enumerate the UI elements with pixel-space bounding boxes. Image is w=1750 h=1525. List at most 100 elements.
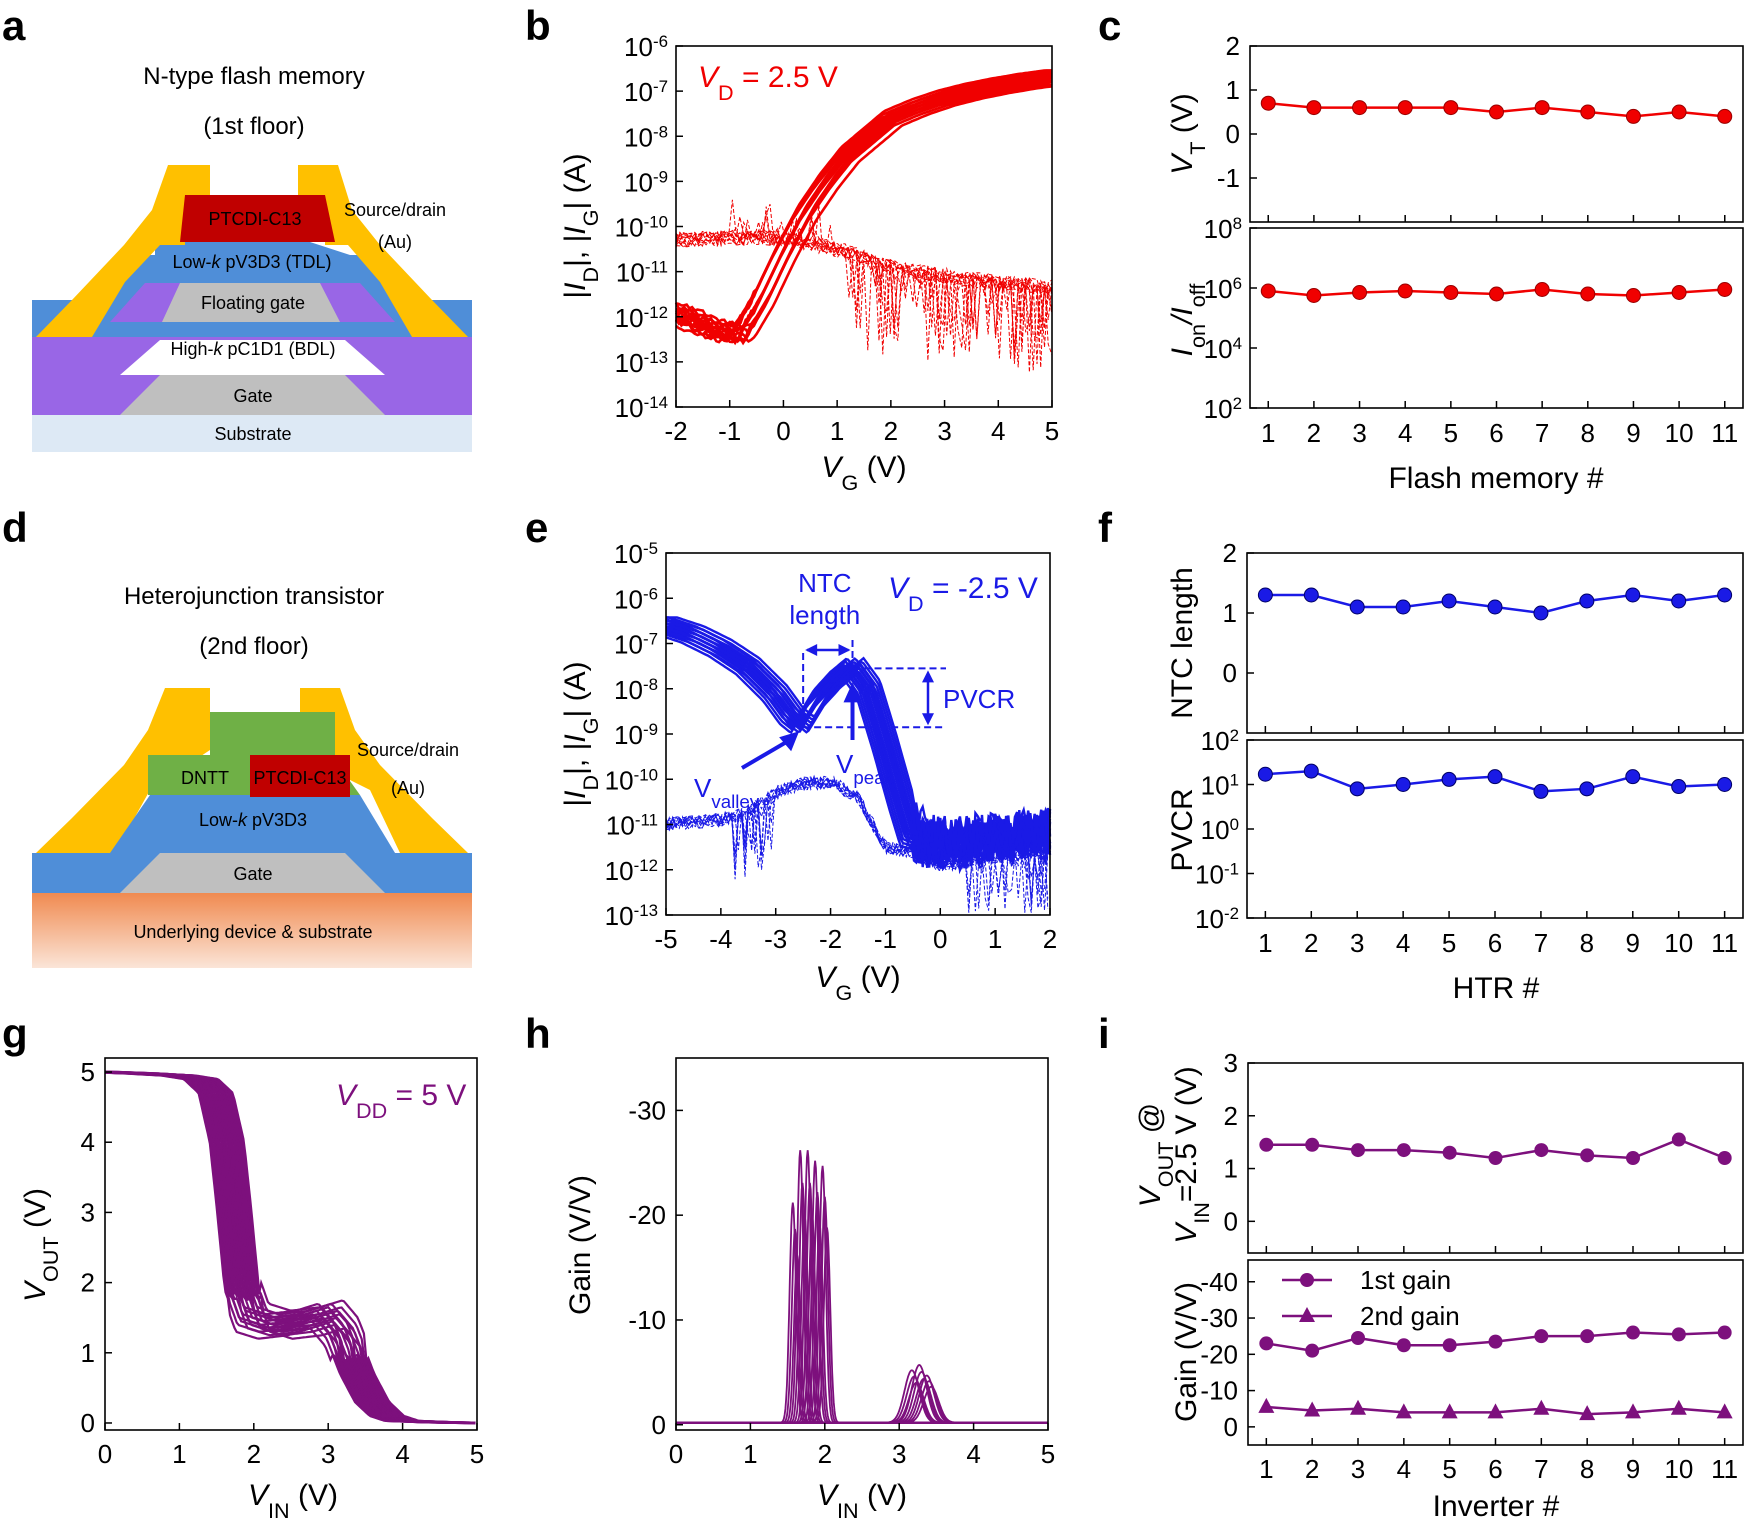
ntc-label-line1: NTC — [798, 568, 851, 598]
y-tick-label: 3 — [81, 1197, 95, 1227]
onoff-point — [1534, 282, 1550, 297]
vt-point — [1534, 100, 1550, 116]
x-tick-label: 2 — [818, 1439, 832, 1469]
y-tick-label: -20 — [1200, 1339, 1238, 1369]
y-tick-label: 10-7 — [614, 629, 658, 660]
y-tick-label: 1 — [1226, 75, 1240, 105]
ntc-arrowhead-right — [838, 644, 851, 656]
x-tick-label: 7 — [1534, 1454, 1548, 1484]
gain1-point — [1351, 1330, 1365, 1345]
y-tick-label: 4 — [81, 1127, 95, 1157]
vout-curve — [104, 1071, 476, 1425]
x-tick-label: 6 — [1489, 418, 1503, 448]
gate-current-curve — [665, 775, 1049, 913]
vout-curve — [104, 1071, 476, 1425]
gain-curve — [676, 1375, 1048, 1424]
gain2-point — [1579, 1405, 1596, 1421]
y-tick-label: 100 — [1201, 815, 1239, 846]
y-tick-label: 102 — [1204, 394, 1242, 425]
y-tick-label: 0 — [1224, 1412, 1238, 1442]
vout-point — [1626, 1151, 1640, 1165]
y-tick-label: 10-11 — [616, 257, 668, 288]
y-tick-label: 0 — [81, 1408, 95, 1438]
gain-curve — [676, 1380, 1048, 1424]
x-tick-label: 0 — [98, 1439, 112, 1469]
y-tick-label: 104 — [1204, 334, 1242, 365]
pvcr-label: PVCR — [943, 684, 1015, 714]
y-tick-label: 10-11 — [606, 810, 658, 841]
x-tick-label: 5 — [1442, 928, 1456, 958]
pvcr-point — [1625, 769, 1641, 785]
source-drain-label: Source/drain — [344, 200, 446, 220]
x-tick-label: 9 — [1626, 418, 1640, 448]
dntt-label: DNTT — [181, 768, 229, 788]
chart-b: -2 -1 0 1 2 3 4 5 10-14 10-13 10-12 10-11 10-10 10-9 1… — [559, 32, 1059, 495]
x-tick-label: 5 — [1041, 1439, 1055, 1469]
vdd-annotation: VDD = 5 V — [336, 1079, 466, 1123]
drain-current-curve — [666, 616, 1052, 856]
vt-point — [1671, 104, 1687, 120]
gain-curve — [676, 1160, 1048, 1424]
vout-point — [1671, 1132, 1686, 1147]
vout-point — [1580, 1148, 1595, 1163]
drain-current-curve — [666, 619, 1052, 858]
source-electrode — [36, 165, 210, 337]
gain-axis-title: Gain (V/V) — [1170, 1282, 1203, 1422]
gate-current-curve — [675, 204, 1053, 351]
plot-frame — [675, 1057, 1049, 1431]
gain-curve — [676, 1223, 1048, 1424]
vt-axis-title: VT (V) — [1166, 93, 1210, 175]
y-tick-label: 101 — [1201, 770, 1239, 801]
pvcr-point — [1487, 769, 1503, 785]
drain-current-curve — [675, 70, 1053, 329]
y-tick-label: 2 — [1224, 1101, 1238, 1131]
gain2-point — [1395, 1403, 1412, 1419]
panel-label-a: a — [2, 2, 26, 49]
x-tick-label: 2 — [1307, 418, 1321, 448]
ntc-point — [1533, 605, 1549, 621]
vout-point — [1259, 1137, 1274, 1152]
pvcr-point — [1349, 781, 1365, 797]
top-plot-frame — [1249, 45, 1744, 223]
x-tick-label: 10 — [1664, 1454, 1693, 1484]
x-tick-label: 5 — [1442, 1454, 1456, 1484]
vout-curve — [105, 1070, 476, 1424]
y-tick-label: -30 — [628, 1095, 666, 1125]
gain1-point — [1626, 1325, 1640, 1340]
x-tick-label: 5 — [1444, 418, 1458, 448]
x-tick-label: 8 — [1581, 418, 1595, 448]
x-tick-label: 3 — [892, 1439, 906, 1469]
vout-point — [1396, 1143, 1411, 1158]
gain2-point — [1350, 1399, 1366, 1415]
y-tick-label: 1 — [1224, 1154, 1238, 1184]
vout-curve — [104, 1071, 476, 1425]
y-tick-label: 10-13 — [605, 901, 658, 932]
drain-current-curve — [675, 83, 1052, 344]
gate-current-curve — [665, 774, 1049, 913]
pvcr-point — [1441, 771, 1457, 787]
ntc-point — [1303, 587, 1319, 603]
gain-curve — [676, 1165, 1048, 1424]
y-tick-label: 10-9 — [614, 720, 658, 751]
pvcr-point — [1717, 777, 1733, 792]
drain-current-curve — [675, 69, 1052, 328]
vout-curve — [105, 1071, 476, 1425]
y-tick-label: 10-14 — [615, 393, 668, 424]
valley-arrowhead — [779, 731, 800, 752]
vt-point — [1580, 104, 1596, 120]
ptcdi-layer-d — [250, 755, 350, 797]
x-tick-label: 4 — [395, 1439, 409, 1469]
drain-current-curve — [675, 85, 1053, 346]
y-tick-label: 10-12 — [605, 855, 658, 886]
legend-marker-gain2 — [1299, 1307, 1315, 1322]
gain-curve — [676, 1374, 1048, 1424]
vout-curve — [104, 1071, 476, 1425]
x-tick-label: 6 — [1488, 928, 1502, 958]
vout-point — [1717, 1151, 1732, 1165]
schematic-a-title: N-type flash memory — [143, 63, 364, 90]
vt-point — [1306, 100, 1322, 116]
gain-curve — [676, 1227, 1048, 1424]
vout-point — [1534, 1143, 1549, 1158]
vout-curve — [104, 1071, 476, 1425]
